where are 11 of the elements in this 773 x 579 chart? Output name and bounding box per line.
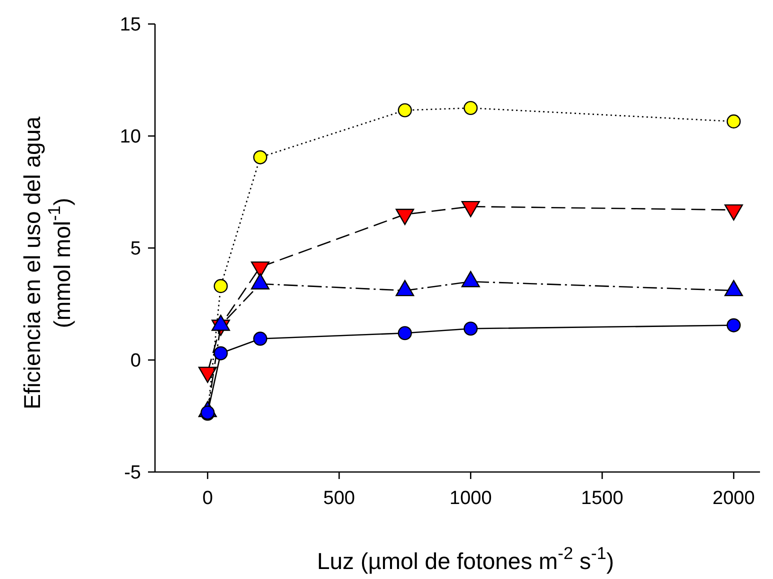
x-tick-label: 0: [202, 488, 213, 509]
y-tick-label: 10: [120, 126, 141, 148]
y-tick-label: 5: [130, 238, 141, 260]
x-axis-title: Luz (µmol de fotones m$^{-2}$ s$^{-1}$): [316, 543, 614, 574]
y-tick-label: -5: [124, 462, 141, 484]
x-tick-label: 1000: [450, 488, 492, 509]
y-tick-label: 15: [120, 14, 141, 36]
y-tick-label: 0: [130, 350, 141, 372]
x-tick-label: 2000: [712, 488, 755, 509]
x-tick-label: 500: [323, 488, 355, 509]
x-tick-label: 1500: [581, 488, 624, 509]
